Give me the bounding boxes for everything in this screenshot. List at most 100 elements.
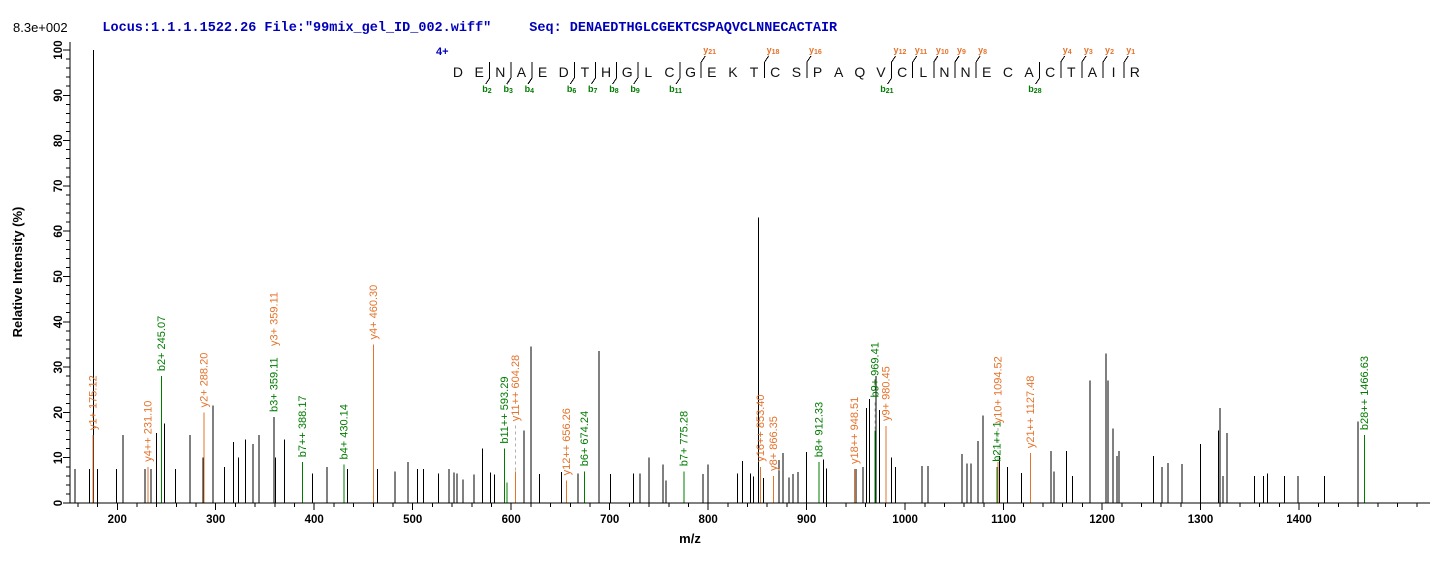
sequence-residue: C: [1045, 64, 1055, 80]
cleavage-mark-b-diag: [569, 77, 575, 85]
x-tick-label: 1000: [892, 514, 918, 526]
cleavage-mark-y-diag: [933, 55, 939, 63]
x-tick-label: 1400: [1286, 514, 1312, 526]
cleavage-mark-y-diag: [891, 55, 896, 63]
fragment-ion-label: b2: [482, 84, 492, 95]
peak-label: y9+ 980.45: [880, 366, 892, 421]
peak-label: b28++ 1466.63: [1359, 356, 1371, 430]
fragment-ion-label: b28: [1028, 84, 1041, 95]
y-tick-label: 90: [53, 89, 65, 102]
fragment-ion-label: y10: [936, 45, 949, 56]
peak-label: b7++ 388.17: [297, 395, 309, 457]
y-tick-label: 100: [53, 40, 65, 59]
y-tick-label: 0: [53, 500, 65, 506]
precursor-charge-label: 4+: [436, 46, 449, 58]
fragment-ion-label: y11: [915, 45, 928, 56]
sequence-residue: C: [770, 64, 780, 80]
fragment-ion-label: y9: [957, 45, 966, 56]
cleavage-mark-y-diag: [764, 55, 770, 63]
x-tick-label: 1300: [1188, 514, 1214, 526]
fragment-ion-label: y2: [1105, 45, 1114, 56]
x-tick-label: 600: [502, 514, 521, 526]
cleavage-mark-y-diag: [1123, 55, 1129, 63]
fragment-ion-label: b4: [525, 84, 535, 95]
fragment-ion-label: y12: [894, 45, 907, 56]
sequence-residue: N: [961, 64, 971, 80]
peak-label: b6+ 674.24: [579, 411, 591, 466]
y-axis-title: Relative Intensity (%): [10, 207, 25, 338]
sequence-residue: E: [474, 64, 483, 80]
sequence-residue: T: [581, 64, 590, 80]
peak-label: y4+ 460.30: [368, 285, 380, 340]
y-tick-label: 20: [53, 406, 65, 419]
sequence-residue: A: [1088, 64, 1098, 80]
cleavage-mark-b-diag: [527, 77, 533, 85]
cleavage-mark-y-diag: [806, 55, 812, 63]
sequence-residue: G: [685, 64, 696, 80]
peak-label: y18++ 948.51: [849, 397, 861, 464]
peak-label: b3+ 359.11: [268, 357, 280, 412]
y-tick-label: 80: [53, 134, 65, 147]
sequence-residue: L: [919, 64, 927, 80]
peak-label: y16++ 853.40: [755, 394, 767, 461]
sequence-residue: N: [939, 64, 949, 80]
cleavage-mark-y-diag: [975, 55, 981, 63]
sequence-residue: T: [1067, 64, 1076, 80]
peak-label: y10+ 1094.52: [993, 356, 1005, 423]
sequence-residue: R: [1130, 64, 1140, 80]
sequence-residue: C: [664, 64, 674, 80]
x-tick-label: 1100: [991, 514, 1016, 526]
cleavage-mark-y-diag: [1081, 55, 1087, 63]
x-tick-label: 800: [699, 514, 718, 526]
peak-label: y4++ 231.10: [142, 401, 154, 462]
cleavage-mark-y-diag: [954, 55, 960, 63]
sequence-residue: A: [1024, 64, 1034, 80]
fragment-ion-label: y8: [978, 45, 987, 56]
cleavage-mark-b-diag: [485, 77, 491, 85]
sequence-residue: C: [1003, 64, 1013, 80]
x-tick-label: 1200: [1089, 514, 1115, 526]
x-axis-title: m/z: [679, 531, 701, 546]
x-tick-label: 700: [600, 514, 619, 526]
fragment-ion-label: y18: [767, 45, 780, 56]
sequence-residue: G: [622, 64, 633, 80]
peak-label: b2+ 245.07: [156, 316, 168, 371]
peak-label: b4+ 430.14: [338, 404, 350, 459]
sequence-residue: Q: [854, 64, 865, 80]
sequence-residue: A: [517, 64, 527, 80]
sequence-residue: D: [559, 64, 569, 80]
y-tick-label: 30: [53, 361, 65, 374]
sequence-residue: A: [834, 64, 844, 80]
peak-label: b21++ 1: [991, 421, 1003, 461]
y-tick-label: 60: [53, 225, 65, 238]
x-tick-label: 900: [797, 514, 816, 526]
sequence-residue: E: [982, 64, 991, 80]
peak-label: y21++ 1127.48: [1025, 376, 1037, 449]
sequence-residue: C: [897, 64, 907, 80]
sequence-residue: P: [813, 64, 822, 80]
sequence-residue: I: [1112, 64, 1116, 80]
fragment-ion-label: b21: [880, 84, 893, 95]
y-tick-label: 10: [53, 451, 65, 464]
peak-label: y12++ 656.26: [561, 408, 573, 475]
sequence-residue: E: [538, 64, 547, 80]
fragment-ion-label: y21: [703, 45, 716, 56]
peak-label: b11++ 593.29: [499, 377, 511, 444]
cleavage-mark-b-diag: [612, 77, 618, 85]
cleavage-mark-b-diag: [1035, 77, 1041, 85]
fragment-ion-label: y4: [1063, 45, 1072, 56]
sequence-residue: L: [644, 64, 652, 80]
fragment-ion-label: b8: [609, 84, 619, 95]
fragment-ion-label: y1: [1126, 45, 1135, 56]
x-tick-label: 500: [403, 514, 422, 526]
locus-file-label: Locus:1.1.1.1522.26 File:"99mix_gel_ID_0…: [102, 21, 492, 36]
fragment-ion-label: b9: [630, 84, 640, 95]
fragment-ion-label: b6: [567, 84, 577, 95]
cleavage-mark-b-diag: [633, 77, 639, 85]
seq-prefix: Seq:: [529, 21, 570, 36]
x-tick-label: 300: [206, 514, 225, 526]
sequence-residue: E: [707, 64, 716, 80]
peak-label: b8+ 912.33: [813, 402, 825, 457]
